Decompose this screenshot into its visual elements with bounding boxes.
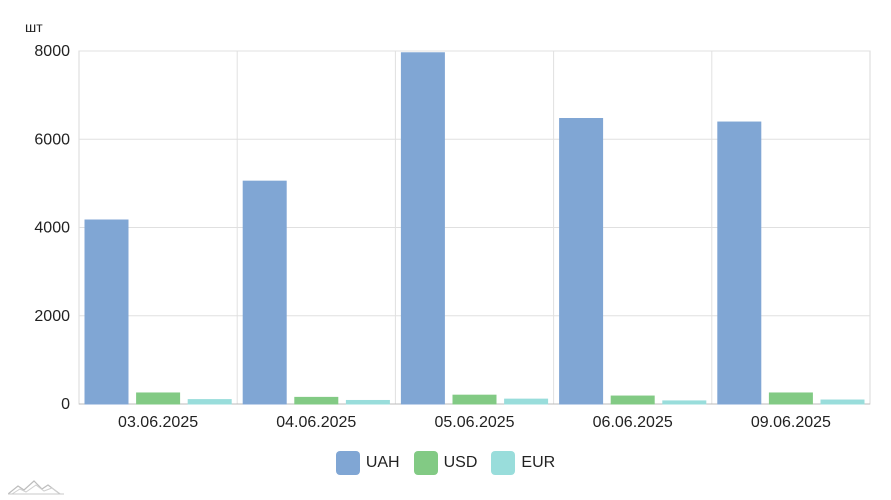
legend-label: UAH	[365, 454, 400, 471]
axis-labels: 0 2000 4000 6000 8000 03.06.2025 04.06.2025 05.…	[34, 43, 831, 431]
bar-usd-3[interactable]	[610, 395, 655, 405]
bar-eur-0[interactable]	[187, 399, 232, 405]
y-tick-label: 0	[61, 396, 70, 413]
legend-item-usd[interactable]: USD	[413, 451, 478, 475]
bar-eur-2[interactable]	[504, 398, 549, 405]
legend-swatch	[335, 451, 360, 475]
legend-label: USD	[443, 454, 478, 471]
mountain-logo-icon	[8, 480, 64, 495]
bar-uah-4[interactable]	[717, 121, 762, 405]
legend-label: EUR	[521, 454, 556, 471]
x-tick-label: 06.06.2025	[593, 414, 673, 431]
bar-usd-0[interactable]	[136, 392, 181, 405]
x-tick-label: 09.06.2025	[751, 414, 831, 431]
legend-item-uah[interactable]: UAH	[335, 451, 400, 475]
legend-item-eur[interactable]: EUR	[491, 451, 555, 475]
x-tick-label: 04.06.2025	[276, 414, 356, 431]
bar-eur-3[interactable]	[662, 400, 707, 405]
bar-eur-1[interactable]	[345, 399, 390, 405]
bar-usd-2[interactable]	[452, 394, 497, 405]
bar-usd-4[interactable]	[768, 392, 813, 405]
y-tick-label: 2000	[34, 308, 70, 325]
bar-uah-3[interactable]	[559, 118, 604, 405]
y-tick-label: 4000	[34, 220, 70, 237]
legend-swatch	[491, 451, 516, 475]
y-axis-unit-label: шт	[25, 19, 43, 35]
x-tick-label: 03.06.2025	[118, 414, 198, 431]
bar-chart: шт 0 2000 4000 6000 8000 03.06.2025 04.06.2025…	[25, 19, 871, 431]
legend: UAH USD EUR	[0, 451, 891, 475]
bar-uah-1[interactable]	[242, 180, 287, 405]
y-tick-label: 8000	[34, 43, 70, 60]
bars	[84, 52, 865, 405]
y-tick-label: 6000	[34, 131, 70, 148]
legend-swatch	[413, 451, 438, 475]
bar-usd-1[interactable]	[294, 396, 339, 405]
bar-eur-4[interactable]	[820, 399, 865, 405]
x-tick-label: 05.06.2025	[434, 414, 514, 431]
bar-uah-2[interactable]	[400, 52, 445, 405]
bar-uah-0[interactable]	[84, 219, 129, 405]
